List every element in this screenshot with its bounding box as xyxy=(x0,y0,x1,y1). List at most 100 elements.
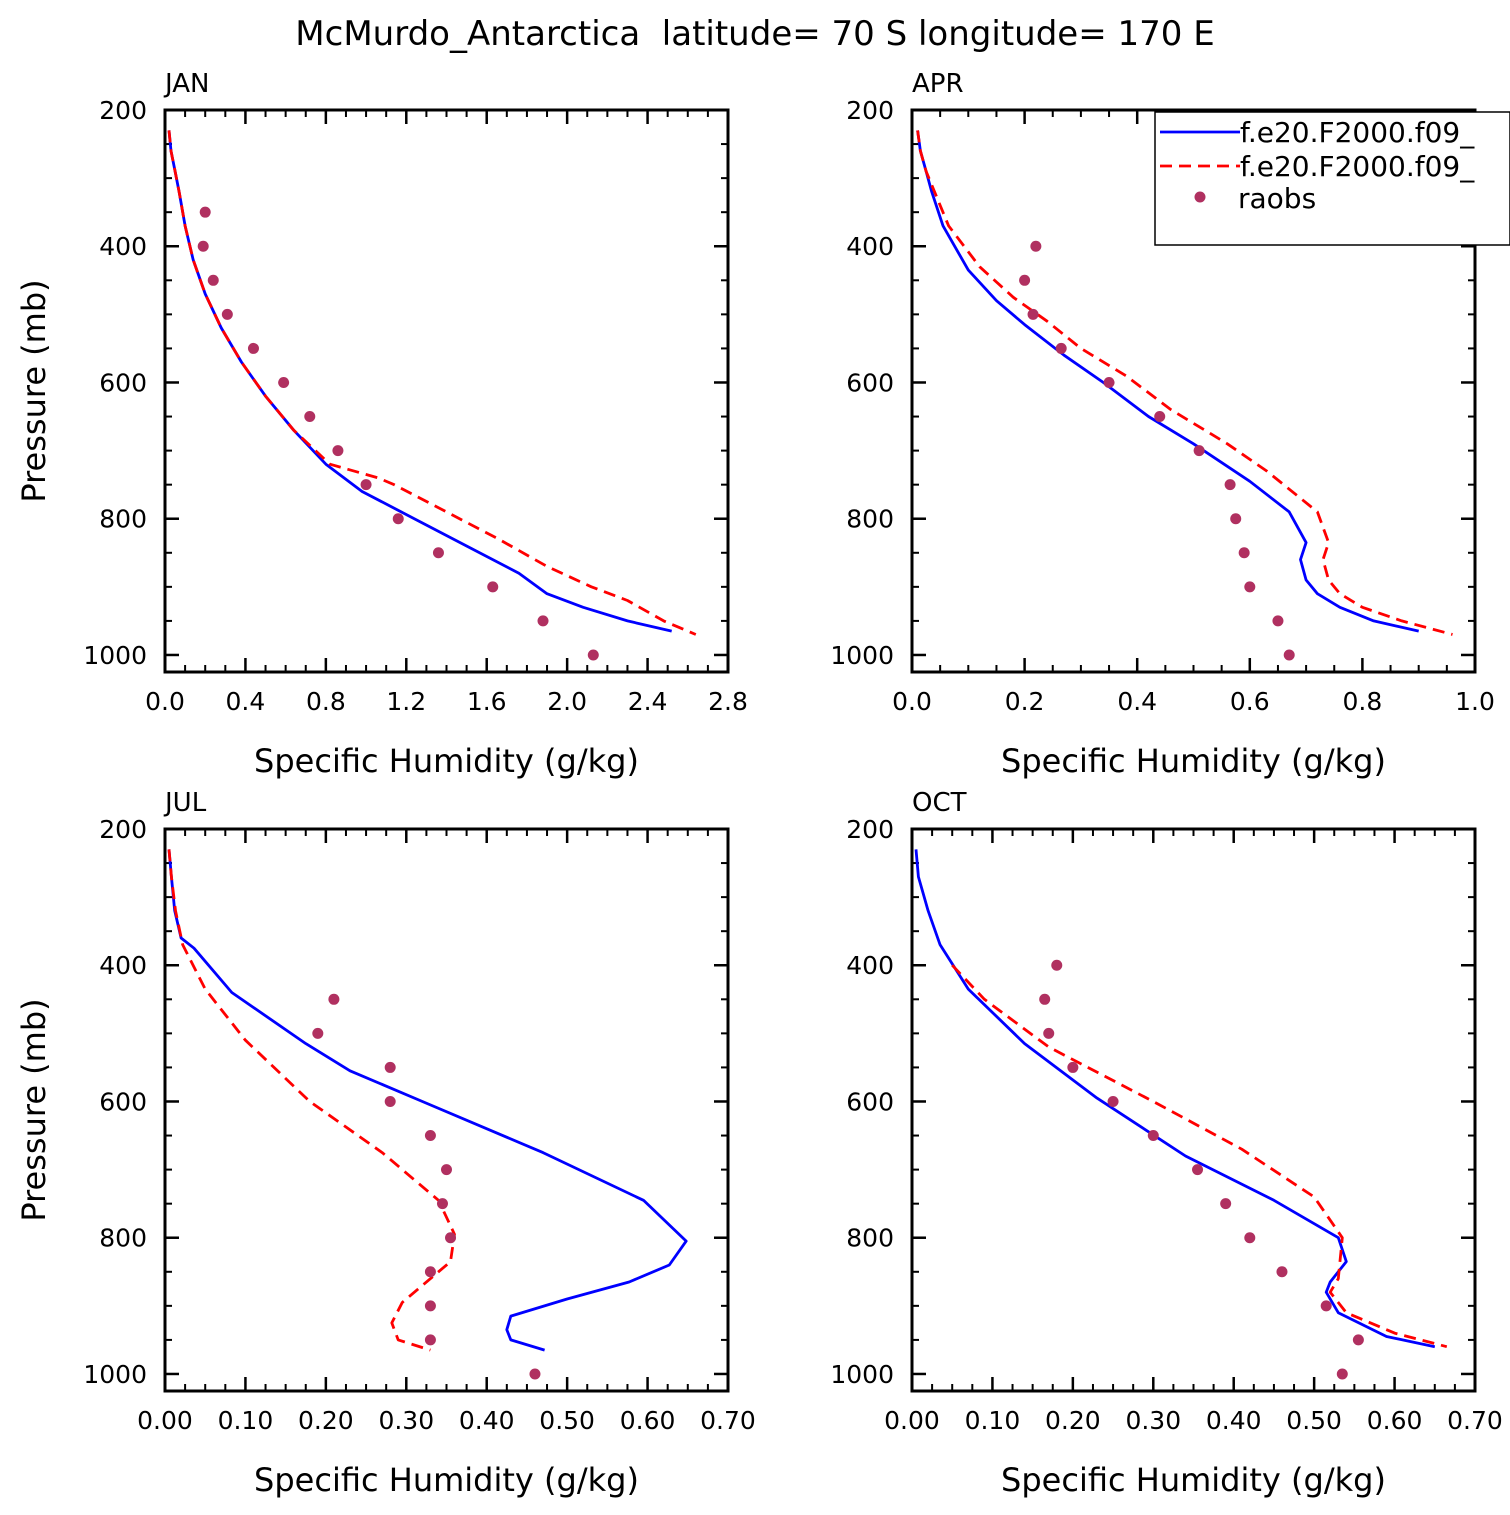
raobs-point xyxy=(424,1130,436,1142)
y-tick-label: 600 xyxy=(846,368,894,397)
x-tick-label: 2.0 xyxy=(547,687,587,716)
raobs-point xyxy=(384,1061,396,1073)
raobs-point xyxy=(1107,1095,1119,1107)
plot-data xyxy=(167,130,697,661)
y-tick-label: 1000 xyxy=(830,1360,894,1389)
x-tick-label: 0.10 xyxy=(218,1406,274,1435)
x-tick-label: 0.30 xyxy=(378,1406,434,1435)
raobs-point xyxy=(1055,342,1067,354)
raobs-point xyxy=(441,1164,452,1176)
raobs-point xyxy=(1027,308,1039,320)
raobs-point xyxy=(1019,274,1031,286)
raobs-point xyxy=(1039,993,1051,1005)
raobs-point xyxy=(537,615,549,627)
panel-label: APR xyxy=(912,69,964,99)
panel-jan: JAN 0.0 0.4 0.8 1.2 1.6 2.0 2.4 2.8 200 400 600 800 1… xyxy=(15,69,748,780)
x-axis-label: Specific Humidity (g/kg) xyxy=(1001,1461,1386,1499)
raobs-point xyxy=(312,1027,324,1039)
y-tick-label: 600 xyxy=(99,1087,147,1116)
raobs-point xyxy=(207,274,219,286)
x-tick-label: 0.20 xyxy=(298,1406,354,1435)
raobs-point xyxy=(1224,479,1236,491)
raobs-point xyxy=(487,581,499,593)
x-tick-label: 0.0 xyxy=(145,687,185,716)
x-tick-label: 0.50 xyxy=(1286,1406,1342,1435)
model-dashed-line xyxy=(916,130,1453,636)
raobs-point xyxy=(1276,1266,1288,1278)
raobs-point xyxy=(1230,513,1242,525)
raobs-point xyxy=(1147,1130,1159,1142)
raobs-point xyxy=(221,308,233,320)
raobs-point xyxy=(360,479,372,491)
raobs-point xyxy=(392,513,404,525)
raobs-point xyxy=(197,240,209,252)
panel-label: JUL xyxy=(163,788,207,818)
x-tick-label: 0.00 xyxy=(137,1406,193,1435)
raobs-point xyxy=(1272,615,1284,627)
x-tick-label: 0.0 xyxy=(892,687,932,716)
raobs-point xyxy=(436,1198,448,1210)
raobs-point xyxy=(1030,240,1042,252)
x-tick-label: 0.70 xyxy=(700,1406,756,1435)
raobs-point xyxy=(1244,1232,1256,1244)
model-solid-line xyxy=(167,849,688,1352)
x-tick-label: 0.40 xyxy=(459,1406,515,1435)
model-solid-line xyxy=(916,130,1420,633)
raobs-point xyxy=(1043,1027,1055,1039)
legend-box xyxy=(1154,111,1510,246)
x-tick-label: 0.60 xyxy=(1367,1406,1423,1435)
raobs-point xyxy=(332,445,344,457)
x-tick-label: 0.4 xyxy=(226,687,266,716)
x-axis-label: Specific Humidity (g/kg) xyxy=(254,742,639,780)
raobs-point xyxy=(1103,376,1115,388)
model-solid-line xyxy=(914,849,1436,1349)
raobs-point xyxy=(1238,547,1250,559)
y-tick-label: 800 xyxy=(99,1224,147,1253)
raobs-point xyxy=(1283,649,1295,661)
panels: JAN 0.0 0.4 0.8 1.2 1.6 2.0 2.4 2.8 200 400 600 800 1… xyxy=(15,69,1503,1499)
x-tick-label: 0.8 xyxy=(306,687,346,716)
legend-label: f.e20.F2000.f09_ xyxy=(1240,150,1475,183)
y-tick-label: 400 xyxy=(846,951,894,980)
raobs-point xyxy=(1067,1061,1079,1073)
raobs-point xyxy=(199,206,211,218)
legend-label: f.e20.F2000.f09_ xyxy=(1240,116,1475,149)
y-axis-label: Pressure (mb) xyxy=(15,279,53,502)
raobs-point xyxy=(1154,411,1166,423)
raobs-point xyxy=(1336,1368,1348,1380)
panel-label: JAN xyxy=(163,69,209,99)
y-tick-label: 200 xyxy=(846,815,894,844)
x-tick-label: 0.40 xyxy=(1206,1406,1262,1435)
x-tick-label: 0.6 xyxy=(1230,687,1270,716)
panel-jul: JUL 0.00 0.10 0.20 0.30 0.40 0.50 0.60 0.70 200 40… xyxy=(15,788,756,1499)
x-tick-label: 0.8 xyxy=(1343,687,1383,716)
y-tick-label: 1000 xyxy=(83,641,147,670)
x-tick-label: 1.2 xyxy=(386,687,426,716)
raobs-point xyxy=(424,1334,436,1346)
figure-title: McMurdo_Antarctica latitude= 70 S longit… xyxy=(295,14,1214,54)
panel-label: OCT xyxy=(912,788,967,818)
raobs-point xyxy=(328,993,340,1005)
x-tick-label: 1.0 xyxy=(1455,687,1495,716)
model-dashed-line xyxy=(951,964,1448,1349)
x-axis-label: Specific Humidity (g/kg) xyxy=(1001,742,1386,780)
raobs-point xyxy=(247,342,259,354)
y-axis-label: Pressure (mb) xyxy=(15,998,53,1221)
raobs-point xyxy=(1220,1198,1232,1210)
x-tick-label: 0.00 xyxy=(884,1406,940,1435)
x-tick-label: 0.2 xyxy=(1005,687,1045,716)
x-tick-label: 0.10 xyxy=(965,1406,1021,1435)
x-tick-label: 2.8 xyxy=(708,687,748,716)
legend-swatch-raobs xyxy=(1194,191,1206,203)
raobs-point xyxy=(432,547,444,559)
legend-label: raobs xyxy=(1238,182,1316,215)
plot-data xyxy=(914,849,1448,1380)
x-tick-label: 0.4 xyxy=(1117,687,1157,716)
raobs-point xyxy=(278,376,290,388)
raobs-point xyxy=(1352,1334,1364,1346)
y-tick-label: 800 xyxy=(99,505,147,534)
legend: f.e20.F2000.f09_f.e20.F2000.f09_raobs xyxy=(1154,111,1510,246)
raobs-point xyxy=(1320,1300,1332,1312)
